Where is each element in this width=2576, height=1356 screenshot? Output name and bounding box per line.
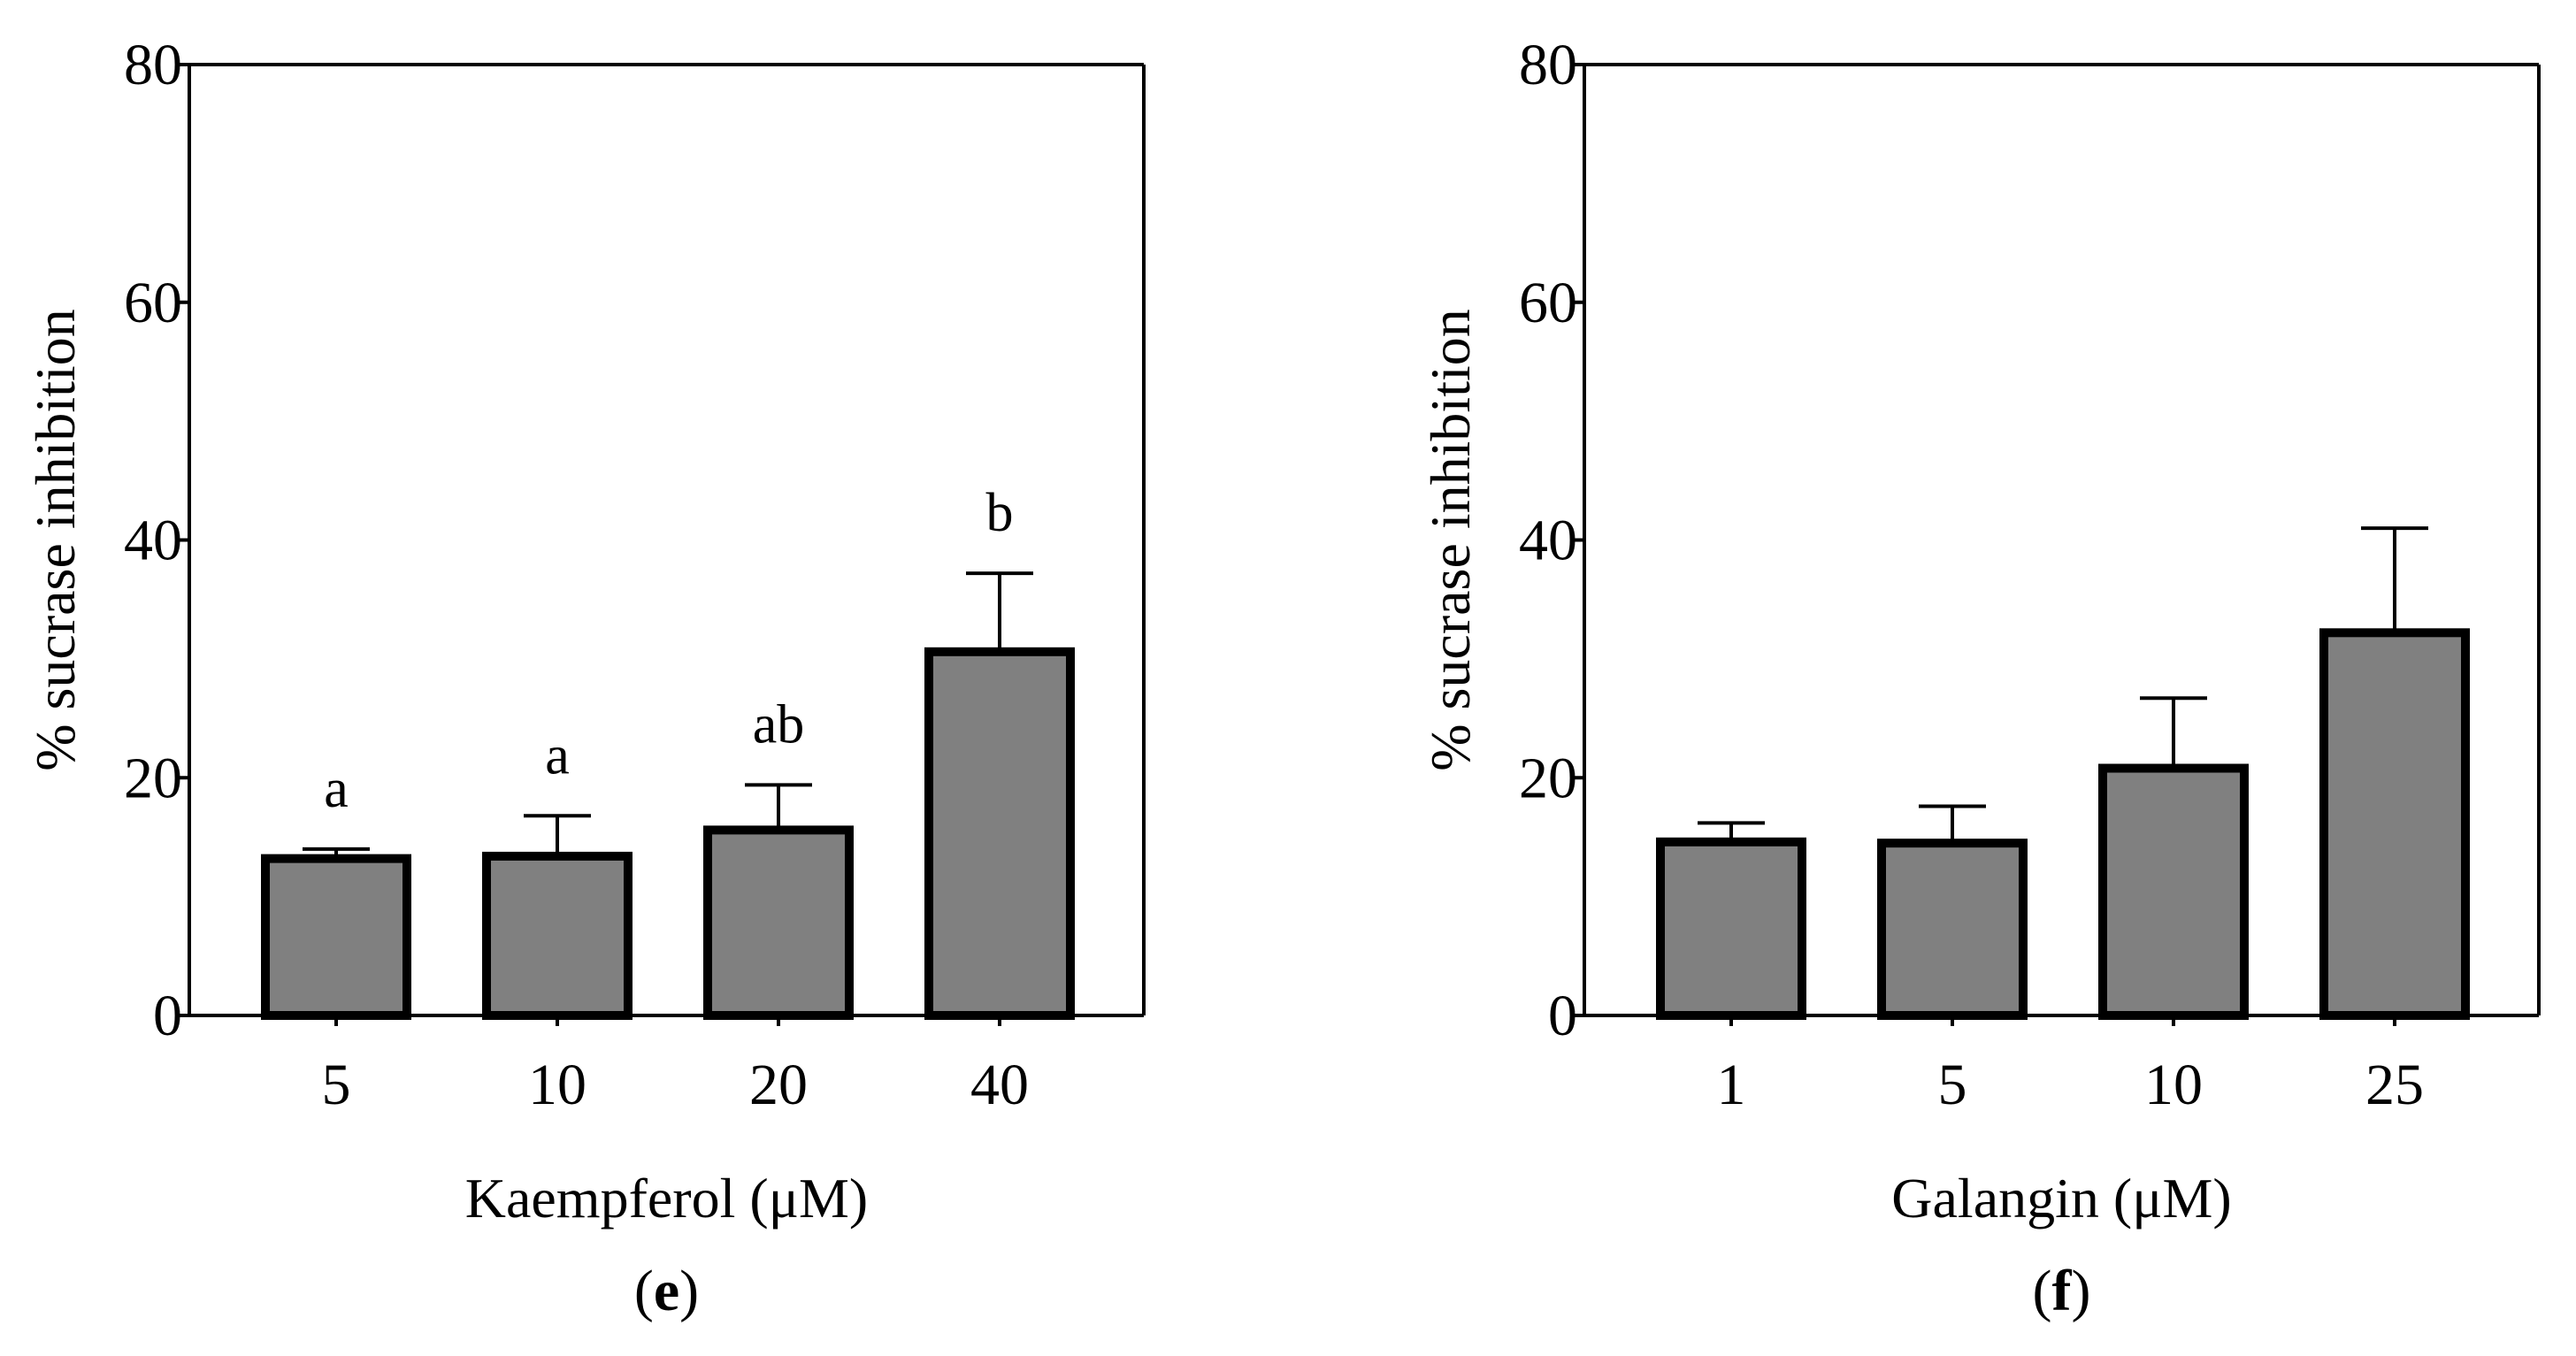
x-axis-title: Galangin (μM): [1891, 1167, 2231, 1230]
bar: [261, 854, 411, 1020]
bar: [2098, 763, 2249, 1020]
significance-letter: b: [986, 483, 1014, 543]
bar: [2319, 628, 2470, 1020]
x-tick-label: 5: [1938, 1053, 1967, 1117]
x-tick-label: 10: [2144, 1053, 2203, 1117]
x-tick-label: 25: [2365, 1053, 2424, 1117]
significance-letter: a: [545, 725, 570, 785]
x-axis-title: Kaempferol (μM): [465, 1167, 868, 1230]
y-tick-label: 40: [124, 509, 182, 573]
panel-label: (f): [2033, 1259, 2091, 1323]
x-tick-label: 40: [970, 1053, 1029, 1117]
x-tick-label: 5: [322, 1053, 351, 1117]
y-tick-label: 40: [1519, 509, 1577, 573]
y-axis-title: % sucrase inhibition: [1419, 309, 1482, 771]
bar: [1656, 837, 1806, 1020]
x-tick-label: 20: [749, 1053, 808, 1117]
y-tick-label: 60: [1519, 271, 1577, 335]
bar: [1877, 839, 2028, 1020]
significance-letter: ab: [753, 694, 805, 755]
chart-panel-e: 0 20 40 60 80 5 a 10 a 20 ab 40 b Kaempferol (μM) % su…: [24, 33, 1146, 1323]
y-tick-label: 20: [1519, 746, 1577, 810]
bar: [482, 851, 632, 1020]
y-tick-label: 0: [1548, 984, 1577, 1048]
chart-panel-f: 0 20 40 60 80 1 5 10 25 Galangin (μM) % sucrase in…: [1419, 33, 2541, 1323]
bar: [924, 647, 1075, 1020]
x-tick-label: 10: [528, 1053, 586, 1117]
panel-label: (e): [634, 1259, 699, 1323]
y-axis-title: % sucrase inhibition: [24, 309, 87, 771]
x-tick-label: 1: [1717, 1053, 1746, 1117]
bar: [703, 825, 854, 1020]
significance-letter: a: [324, 759, 349, 819]
y-tick-label: 80: [124, 33, 182, 97]
y-tick-label: 60: [124, 271, 182, 335]
y-tick-label: 20: [124, 746, 182, 810]
y-tick-label: 0: [153, 984, 182, 1048]
y-tick-label: 80: [1519, 33, 1577, 97]
